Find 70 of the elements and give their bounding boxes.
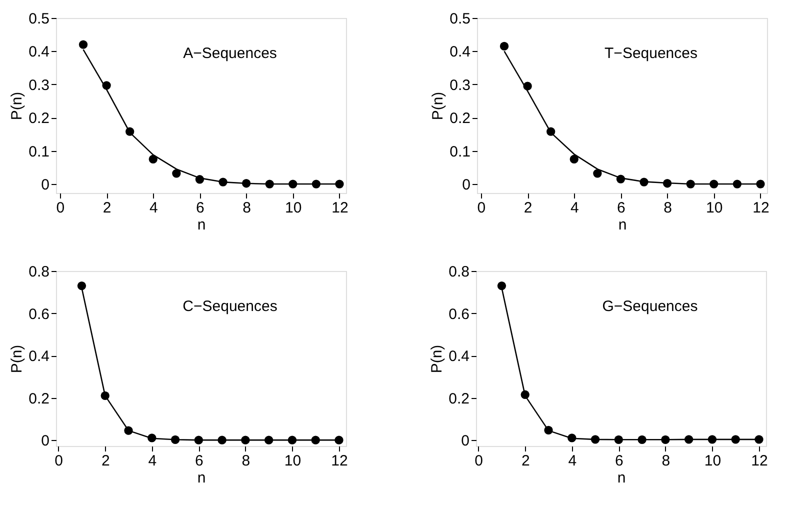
annotation: A−Sequences bbox=[183, 45, 277, 62]
x-tick-label: 4 bbox=[568, 452, 577, 470]
x-tick-label: 2 bbox=[102, 200, 112, 216]
y-tick-label: 0 bbox=[41, 176, 50, 194]
point bbox=[77, 281, 86, 290]
x-tick-label: 2 bbox=[101, 452, 110, 470]
y-tick-label: 0.2 bbox=[28, 390, 50, 408]
x-tick-label: 2 bbox=[524, 200, 532, 216]
x-tick-label: 6 bbox=[194, 452, 204, 470]
x-tick-label: 10 bbox=[285, 200, 302, 216]
y-tick-label: 0.3 bbox=[28, 76, 50, 94]
x-tick-label: 10 bbox=[704, 452, 722, 470]
y-axis-title: P(n) bbox=[430, 92, 447, 120]
x-tick-label: 4 bbox=[149, 200, 158, 216]
x-tick-label: 6 bbox=[614, 452, 624, 470]
x-axis-title: n bbox=[197, 216, 206, 234]
x-axis-title: n bbox=[617, 470, 626, 486]
y-tick-label: 0.2 bbox=[450, 110, 470, 128]
y-axis-title: P(n) bbox=[8, 344, 26, 374]
x-tick-label: 12 bbox=[331, 452, 348, 470]
x-tick-label: 12 bbox=[332, 200, 348, 216]
y-tick-label: 0.4 bbox=[448, 348, 470, 366]
x-tick-label: 0 bbox=[54, 452, 64, 470]
x-tick-label: 6 bbox=[196, 200, 204, 216]
x-tick-label: 0 bbox=[56, 200, 65, 216]
annotation: T−Sequences bbox=[604, 45, 698, 62]
point bbox=[570, 154, 578, 164]
y-tick-label: 0.6 bbox=[448, 306, 470, 323]
point bbox=[756, 180, 765, 188]
y-tick-label: 0.1 bbox=[450, 143, 470, 160]
x-axis-title: n bbox=[618, 216, 627, 234]
x-tick-label: 12 bbox=[751, 452, 768, 470]
x-tick-label: 4 bbox=[570, 200, 579, 216]
y-tick-label: 0.6 bbox=[28, 306, 50, 323]
x-tick-label: 6 bbox=[617, 200, 626, 216]
point bbox=[172, 169, 181, 178]
y-tick-label: 0.8 bbox=[28, 264, 50, 280]
y-tick-label: 0 bbox=[462, 176, 470, 194]
y-tick-label: 0.4 bbox=[28, 348, 50, 366]
y-tick-label: 0.5 bbox=[450, 10, 470, 28]
x-tick-label: 8 bbox=[664, 200, 672, 216]
x-tick-label: 10 bbox=[706, 200, 723, 216]
x-tick-label: 8 bbox=[662, 452, 670, 470]
y-tick-label: 0.8 bbox=[448, 264, 470, 280]
x-axis-title: n bbox=[197, 470, 206, 486]
y-tick-label: 0.2 bbox=[28, 110, 50, 128]
point bbox=[78, 40, 88, 49]
y-tick-label: 0 bbox=[461, 432, 470, 450]
y-tick-label: 0.1 bbox=[28, 143, 50, 160]
y-tick-label: 0.4 bbox=[28, 44, 50, 61]
x-tick-label: 8 bbox=[242, 200, 251, 216]
point bbox=[500, 42, 509, 51]
y-axis-title: P(n) bbox=[428, 344, 446, 374]
y-tick-label: 0.5 bbox=[28, 10, 50, 28]
y-tick-label: 0.4 bbox=[450, 44, 470, 61]
point bbox=[497, 281, 506, 290]
y-tick-label: 0 bbox=[41, 432, 50, 450]
annotation: G−Sequences bbox=[602, 298, 698, 315]
x-tick-label: 0 bbox=[474, 452, 484, 470]
x-tick-label: 4 bbox=[148, 452, 157, 470]
x-tick-label: 2 bbox=[521, 452, 530, 470]
point bbox=[593, 169, 602, 178]
x-tick-label: 12 bbox=[752, 200, 770, 216]
y-axis-title: P(n) bbox=[8, 92, 26, 120]
y-tick-label: 0.2 bbox=[448, 390, 470, 408]
x-tick-label: 10 bbox=[284, 452, 302, 470]
annotation: C−Sequences bbox=[182, 298, 278, 315]
x-tick-label: 8 bbox=[242, 452, 250, 470]
x-tick-label: 0 bbox=[477, 200, 486, 216]
y-tick-label: 0.3 bbox=[450, 76, 470, 94]
